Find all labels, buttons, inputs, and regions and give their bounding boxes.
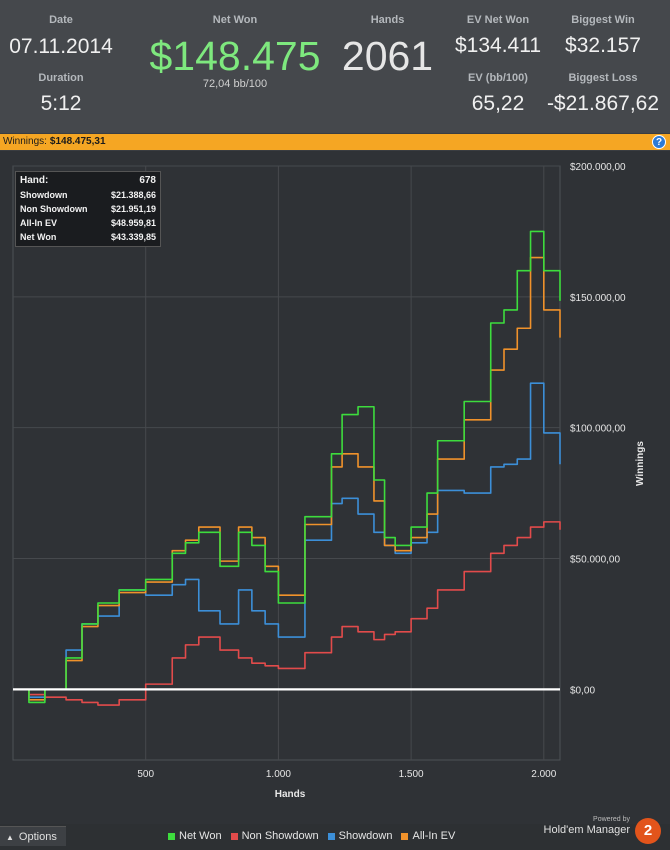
tooltip-allin-ev-label: All-In EV: [20, 218, 58, 228]
tooltip-showdown-value: $21.388,66: [110, 190, 156, 200]
date-value: 07.11.2014: [9, 35, 113, 58]
hands-label: Hands: [370, 14, 405, 26]
tooltip-non-showdown-value: $21.951,19: [110, 204, 156, 214]
net-won-bb: 72,04 bb/100: [202, 78, 268, 90]
hands-stat: Hands 2061: [330, 14, 445, 78]
biggest-win-stat: Biggest Win $32.157: [548, 14, 658, 58]
net-won-stat: Net Won $148.475 72,04 bb/100: [140, 14, 330, 90]
winnings-value: $148.475,31: [49, 136, 106, 147]
x-tick-label: 2.000: [531, 769, 556, 780]
chart-svg: 500 1.000 1.500 2.000 $0,00 $50.000,00 $100.00…: [12, 162, 626, 780]
brand-block: Powered by Hold'em Manager: [544, 816, 630, 836]
tooltip-allin-ev-value: $48.959,81: [110, 218, 156, 228]
net-won-label: Net Won: [212, 14, 258, 26]
ev-bb-label: EV (bb/100): [468, 72, 528, 84]
duration-label: Duration: [38, 72, 84, 84]
hover-tooltip: Hand: 678 Showdown $21.388,66 Non Showdo…: [15, 171, 161, 247]
y-tick-label: $150.000,00: [570, 293, 626, 304]
legend-item-showdown[interactable]: Showdown: [327, 830, 393, 842]
ev-bb-stat: EV (bb/100) 65,22: [448, 72, 548, 116]
tooltip-row-net-won: Net Won $43.339,85: [20, 230, 156, 244]
biggest-loss-value: -$21.867,62: [546, 92, 660, 115]
x-axis-title-text: Hands: [274, 789, 306, 800]
legend-item-net-won[interactable]: Net Won: [168, 830, 222, 842]
net-won-value: $148.475: [149, 33, 321, 79]
legend-item-allin-ev[interactable]: All-In EV: [401, 830, 455, 842]
y-tick-label: $50.000,00: [570, 555, 620, 566]
brand-name: Hold'em Manager: [543, 824, 630, 836]
legend-swatch-allin-ev: [401, 832, 409, 840]
options-label: Options: [18, 831, 57, 843]
tooltip-row-non-showdown: Non Showdown $21.951,19: [20, 202, 156, 216]
y-tick-label: $100.000,00: [570, 424, 626, 435]
legend-swatch-non-showdown: [230, 832, 238, 840]
tooltip-net-won-label: Net Won: [20, 232, 57, 242]
date-label: Date: [49, 14, 73, 26]
legend-label-non-showdown: Non Showdown: [241, 830, 319, 842]
winnings-label: Winnings:: [3, 136, 47, 147]
tooltip-row-showdown: Showdown $21.388,66: [20, 188, 156, 202]
date-stat: Date 07.11.2014: [0, 14, 122, 59]
ev-net-won-stat: EV Net Won $134.411: [448, 14, 548, 58]
duration-stat: Duration 5:12: [0, 72, 122, 116]
footer-bar: ▲ Options Net Won Non Showdown Showdown A…: [0, 816, 670, 850]
plot-area: [12, 165, 561, 761]
ev-bb-value: 65,22: [471, 92, 525, 115]
biggest-win-label: Biggest Win: [571, 14, 635, 26]
ev-net-won-label: EV Net Won: [466, 14, 530, 26]
x-tick-label: 500: [137, 769, 154, 780]
powered-by-text: Powered by: [593, 816, 630, 823]
legend-label-net-won: Net Won: [179, 830, 222, 842]
tooltip-row-allin-ev: All-In EV $48.959,81: [20, 216, 156, 230]
legend-label-allin-ev: All-In EV: [412, 830, 456, 842]
x-tick-label: 1.500: [399, 769, 424, 780]
series-line-non-showdown: [13, 521, 561, 706]
chevron-up-icon: ▲: [6, 833, 14, 842]
tooltip-hand-value: 678: [139, 175, 156, 186]
tooltip-hand-label: Hand:: [20, 175, 49, 186]
hands-value: 2061: [341, 33, 434, 79]
duration-value: 5:12: [40, 92, 82, 115]
options-button[interactable]: ▲ Options: [0, 826, 66, 846]
y-axis-title: Winnings: [635, 441, 646, 486]
biggest-loss-stat: Biggest Loss -$21.867,62: [545, 72, 661, 116]
tooltip-showdown-label: Showdown: [20, 190, 68, 200]
x-axis-title: Hands: [0, 789, 670, 800]
biggest-win-value: $32.157: [565, 34, 641, 57]
help-icon[interactable]: ?: [652, 135, 666, 149]
x-tick-label: 1.000: [266, 769, 291, 780]
winnings-chart[interactable]: 500 1.000 1.500 2.000 $0,00 $50.000,00 $100.00…: [0, 151, 670, 826]
brand-logo-icon: 2: [635, 818, 661, 844]
legend-item-non-showdown[interactable]: Non Showdown: [230, 830, 319, 842]
legend-label-showdown: Showdown: [338, 830, 393, 842]
y-tick-label: $200.000,00: [570, 162, 626, 173]
biggest-loss-label: Biggest Loss: [568, 72, 638, 84]
legend-swatch-showdown: [327, 832, 335, 840]
stats-panel: Date 07.11.2014 Duration 5:12 Net Won $1…: [0, 0, 670, 133]
tooltip-net-won-value: $43.339,85: [110, 232, 156, 242]
tooltip-row-hand: Hand: 678: [20, 174, 156, 188]
chart-legend: Net Won Non Showdown Showdown All-In EV: [168, 830, 455, 842]
ev-net-won-value: $134.411: [454, 34, 542, 57]
series-line-net-won: [13, 230, 561, 704]
legend-swatch-net-won: [168, 832, 175, 840]
winnings-bar: Winnings: $148.475,31 ?: [0, 134, 670, 150]
y-tick-label: $0,00: [570, 685, 595, 696]
tooltip-non-showdown-label: Non Showdown: [20, 204, 88, 214]
